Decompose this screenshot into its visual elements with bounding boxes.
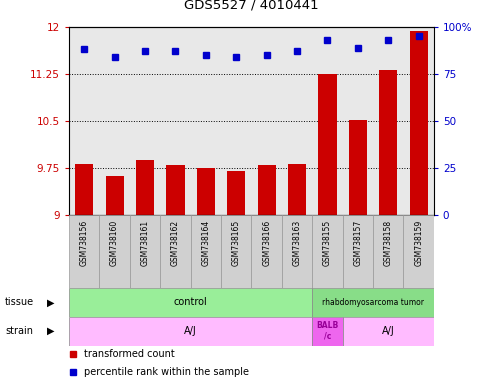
Bar [343,215,373,288]
Text: GSM738160: GSM738160 [110,220,119,266]
Text: rhabdomyosarcoma tumor: rhabdomyosarcoma tumor [322,298,424,307]
Bar [100,215,130,288]
Text: GSM738166: GSM738166 [262,220,271,266]
Bar [282,215,312,288]
Text: A/J: A/J [382,326,394,336]
Bar [312,288,434,317]
Bar [197,168,215,215]
Bar [349,120,367,215]
Text: transformed count: transformed count [84,349,175,359]
Bar [191,215,221,288]
Bar [318,74,337,215]
Bar [106,175,124,215]
Bar [343,317,434,346]
Text: tissue: tissue [5,297,34,308]
Text: GDS5527 / 4010441: GDS5527 / 4010441 [184,0,319,12]
Text: GSM738164: GSM738164 [201,220,211,266]
Text: control: control [174,297,208,308]
Text: GSM738162: GSM738162 [171,220,180,266]
Text: GSM738158: GSM738158 [384,220,393,266]
Text: ▶: ▶ [47,326,54,336]
Text: A/J: A/J [184,326,197,336]
Text: GSM738163: GSM738163 [292,220,302,266]
Bar [410,31,428,215]
Bar [69,288,312,317]
Text: ▶: ▶ [47,297,54,308]
Text: GSM738157: GSM738157 [353,220,362,266]
Bar [288,164,306,215]
Bar [227,171,246,215]
Text: percentile rank within the sample: percentile rank within the sample [84,366,248,377]
Text: GSM738159: GSM738159 [414,220,423,266]
Bar [130,215,160,288]
Bar [221,215,251,288]
Text: GSM738165: GSM738165 [232,220,241,266]
Text: strain: strain [5,326,33,336]
Text: GSM738156: GSM738156 [80,220,89,266]
Bar [379,70,397,215]
Bar [373,215,403,288]
Text: GSM738161: GSM738161 [141,220,149,266]
Text: GSM738155: GSM738155 [323,220,332,266]
Bar [160,215,191,288]
Bar [403,215,434,288]
Bar [257,166,276,215]
Bar [136,161,154,215]
Bar [166,165,184,215]
Text: BALB
/c: BALB /c [317,321,339,341]
Bar [75,164,93,215]
Bar [312,215,343,288]
Bar [69,215,100,288]
Bar [251,215,282,288]
Bar [312,317,343,346]
Bar [69,317,312,346]
